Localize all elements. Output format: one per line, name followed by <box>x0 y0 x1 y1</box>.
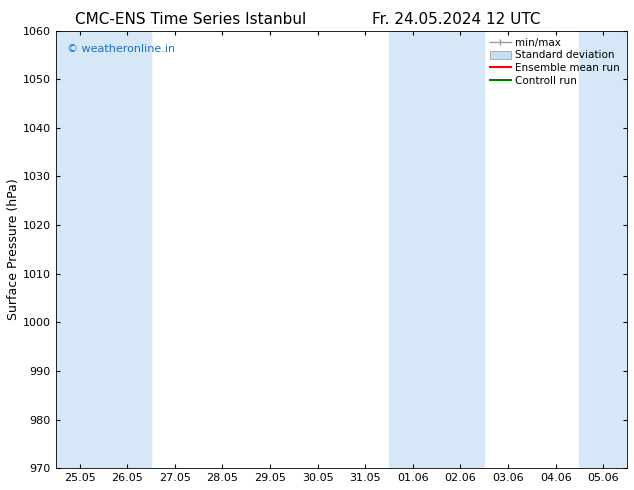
Bar <box>389 30 484 468</box>
Text: CMC-ENS Time Series Istanbul: CMC-ENS Time Series Istanbul <box>75 12 306 27</box>
Text: Fr. 24.05.2024 12 UTC: Fr. 24.05.2024 12 UTC <box>372 12 541 27</box>
Text: © weatheronline.in: © weatheronline.in <box>67 44 175 54</box>
Legend: min/max, Standard deviation, Ensemble mean run, Controll run: min/max, Standard deviation, Ensemble me… <box>488 36 622 88</box>
Bar <box>579 30 627 468</box>
Bar <box>56 30 151 468</box>
Y-axis label: Surface Pressure (hPa): Surface Pressure (hPa) <box>7 178 20 320</box>
